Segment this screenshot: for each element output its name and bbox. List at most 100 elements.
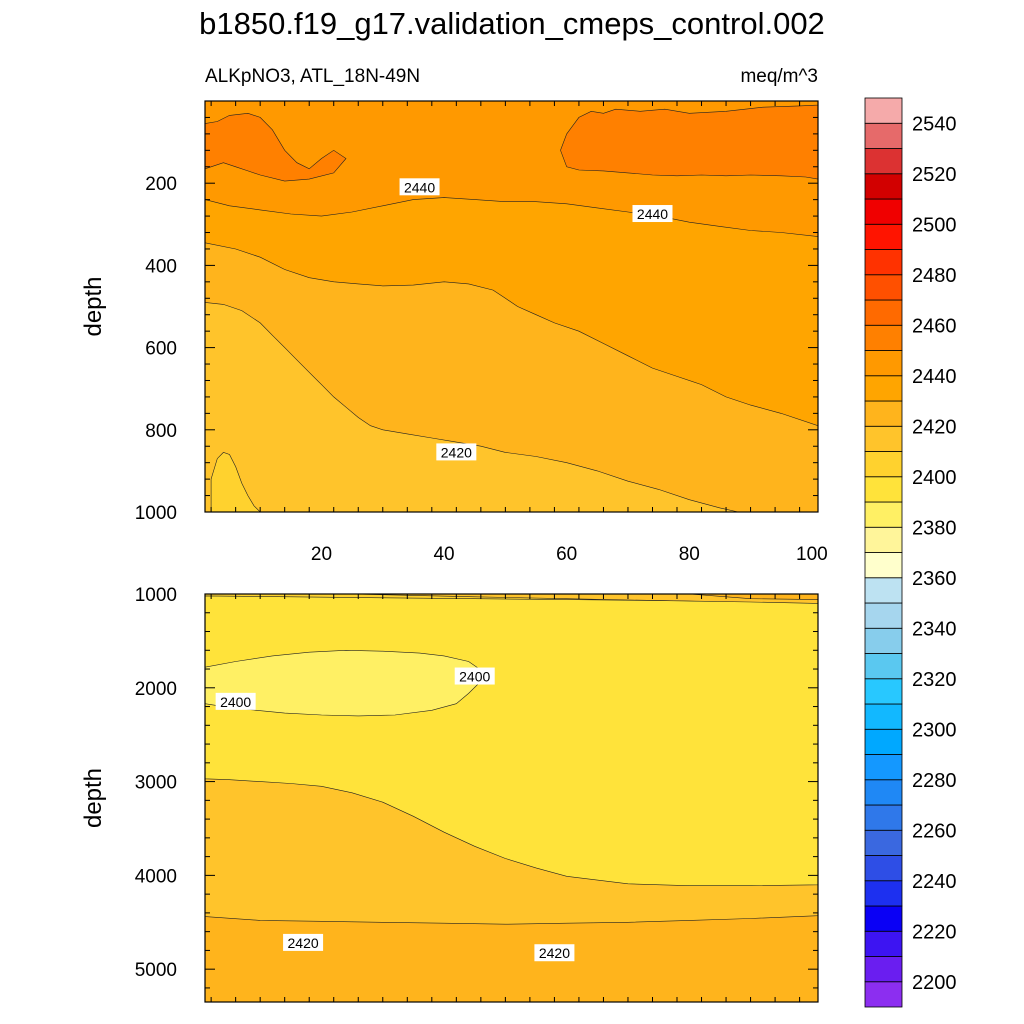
colorbar: 2200 2220 2240 2260 2280 2300 2320 2340 2360 2380… (864, 97, 957, 1008)
colorbar-swatch (864, 880, 903, 907)
colorbar-swatch (864, 754, 903, 781)
colorbar-label: 2540 (912, 113, 957, 135)
contour-label-text: 2400 (220, 694, 251, 710)
colorbar-swatch (864, 501, 903, 528)
colorbar-swatch (864, 476, 903, 503)
colorbar-swatch (864, 829, 903, 856)
y-tick-label: 200 (145, 174, 177, 195)
contour-region-2415 (205, 302, 739, 512)
colorbar-swatch (864, 577, 903, 604)
colorbar-label: 2340 (912, 618, 957, 640)
contour-label-text: 2440 (404, 179, 435, 195)
colorbar-swatch (864, 350, 903, 377)
contour-label: 2400 (215, 692, 256, 710)
colorbar-swatch (864, 728, 903, 755)
contour-label-text: 2400 (459, 669, 490, 685)
colorbar-label: 2400 (912, 467, 957, 489)
contour-label: 2440 (399, 178, 440, 196)
colorbar-swatch (864, 375, 903, 402)
contour-label-text: 2420 (288, 935, 319, 951)
contour-region-2405 (210, 452, 261, 512)
y-tick-label: 800 (145, 421, 177, 442)
colorbar-swatch (864, 678, 903, 705)
colorbar-swatch (864, 526, 903, 553)
colorbar-label: 2320 (912, 669, 957, 691)
colorbar-swatch (864, 855, 903, 882)
colorbar-label: 2240 (912, 871, 957, 893)
y-tick-label: 4000 (135, 866, 177, 887)
y-tick-label: 1000 (135, 585, 177, 606)
chart-units: meq/m^3 (740, 66, 818, 87)
contour-label-text: 2440 (637, 206, 668, 222)
colorbar-label: 2460 (912, 315, 957, 337)
colorbar-label: 2280 (912, 770, 957, 792)
chart-title: b1850.f19_g17.validation_cmeps_control.0… (199, 6, 825, 41)
colorbar-swatch (864, 653, 903, 680)
colorbar-swatch (864, 627, 903, 654)
contour-label-box (534, 944, 575, 962)
y-tick-label: 600 (145, 339, 177, 360)
y-tick-label: 400 (145, 256, 177, 277)
colorbar-swatch (864, 400, 903, 427)
contour-label: 2420 (436, 443, 477, 461)
colorbar-swatch (864, 324, 903, 351)
colorbar-swatch (864, 956, 903, 983)
contour-label: 2400 (454, 667, 495, 685)
y-tick-label: 2000 (135, 679, 177, 700)
colorbar-swatch (864, 451, 903, 478)
colorbar-label: 2440 (912, 366, 957, 388)
contour-label-box (436, 443, 477, 461)
colorbar-swatch (864, 274, 903, 301)
colorbar-swatch (864, 930, 903, 957)
colorbar-label: 2420 (912, 416, 957, 438)
colorbar-label: 2520 (912, 164, 957, 186)
colorbar-swatch (864, 249, 903, 276)
contour-label: 2440 (632, 205, 673, 223)
y-tick-label: 5000 (135, 960, 177, 981)
x-tick-label: 60 (556, 544, 577, 565)
contour-label-text: 2420 (539, 945, 570, 961)
x-tick-label: 80 (679, 544, 700, 565)
colorbar-label: 2200 (912, 972, 957, 994)
colorbar-swatch (864, 425, 903, 452)
colorbar-swatch (864, 97, 903, 124)
colorbar-swatch (864, 703, 903, 730)
y-axis-label: depth (80, 768, 107, 828)
contour-label-box (632, 205, 673, 223)
plot-frame (204, 593, 819, 1003)
upper-panel: 200 400 600 800 1000 depth 2440 2440 2420 20 40 60 8… (80, 100, 828, 565)
colorbar-swatch (864, 804, 903, 831)
colorbar-swatch (864, 148, 903, 175)
colorbar-swatch (864, 981, 903, 1008)
colorbar-label: 2360 (912, 568, 957, 590)
contour-region-2385 (205, 649, 482, 717)
colorbar-swatch (864, 299, 903, 326)
colorbar-swatch (864, 905, 903, 932)
colorbar-label: 2300 (912, 719, 957, 741)
contour-label: 2420 (283, 933, 324, 951)
colorbar-label: 2220 (912, 921, 957, 943)
x-tick-label: 100 (796, 544, 828, 565)
colorbar-label: 2480 (912, 265, 957, 287)
colorbar-label: 2260 (912, 820, 957, 842)
colorbar-swatch (864, 779, 903, 806)
colorbar-label: 2500 (912, 214, 957, 236)
y-axis-label: depth (80, 276, 107, 336)
y-tick-label: 3000 (135, 773, 177, 794)
contour-label-box (399, 178, 440, 196)
contour-label-box (454, 667, 495, 685)
x-tick-label: 40 (433, 544, 454, 565)
colorbar-swatch (864, 552, 903, 579)
lower-panel: 1000 2000 3000 4000 5000 depth 2400 2400 2420 242… (80, 585, 819, 1003)
x-tick-label: 20 (311, 544, 332, 565)
colorbar-label: 2380 (912, 517, 957, 539)
colorbar-swatch (864, 173, 903, 200)
contour-label-box (215, 692, 256, 710)
colorbar-swatch (864, 223, 903, 250)
plot-frame (204, 100, 819, 513)
contour-label-box (283, 933, 324, 951)
contour-label: 2420 (534, 944, 575, 962)
colorbar-swatch (864, 198, 903, 225)
contour-label-text: 2420 (441, 444, 472, 460)
